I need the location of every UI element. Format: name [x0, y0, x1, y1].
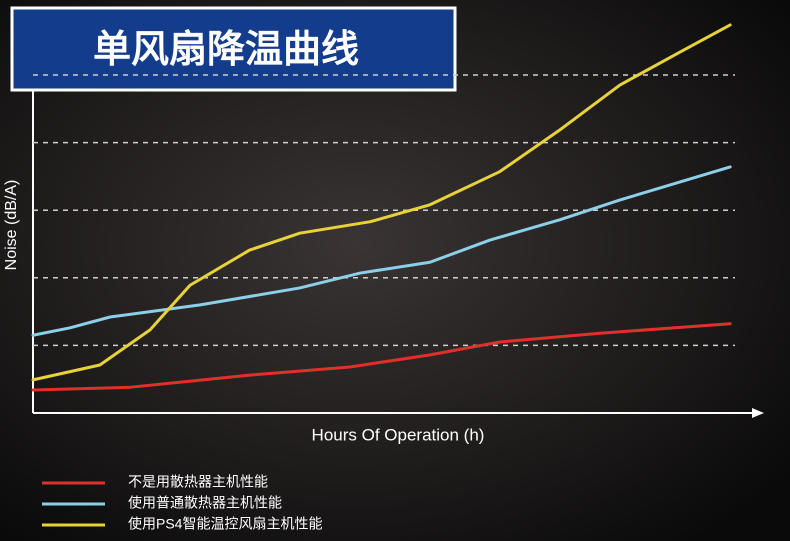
x-axis-arrow — [752, 408, 764, 418]
line-series — [31, 23, 732, 382]
x-axis-label: Hours Of Operation (h) — [312, 425, 485, 444]
title-banner — [10, 6, 457, 92]
y-axis-label: Noise (dB/A) — [3, 180, 20, 271]
line-series — [31, 165, 732, 337]
legend-label: 使用PS4智能温控风扇主机性能 — [128, 516, 322, 532]
legend-label: 不是用散热器主机性能 — [128, 474, 268, 490]
line-series — [31, 322, 732, 392]
legend-label: 使用普通散热器主机性能 — [128, 495, 282, 511]
chart-title: 单风扇降温曲线 — [93, 29, 359, 71]
